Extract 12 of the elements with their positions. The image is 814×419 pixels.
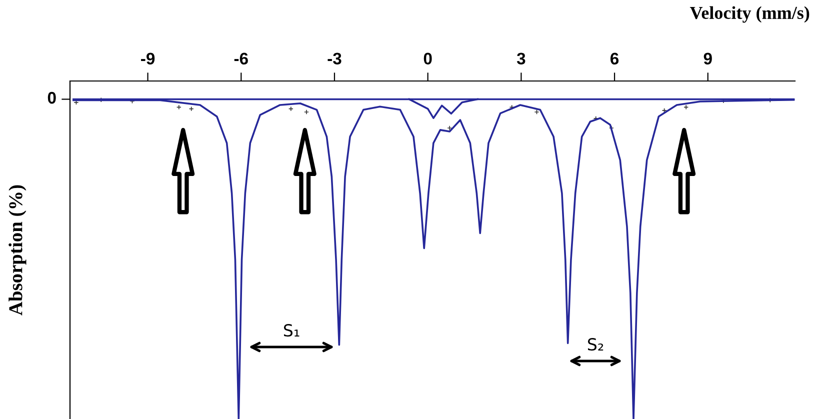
x-tick-label: 3 <box>516 52 526 65</box>
text: 0 <box>48 92 56 104</box>
x-tick-label: -6 <box>234 52 248 65</box>
x-tick-label: 0 <box>424 52 432 65</box>
x-tick-label: -9 <box>141 52 155 65</box>
x-tick-label: -3 <box>328 52 342 65</box>
y-axis-title: Absorption (%) <box>8 185 26 316</box>
x-tick-label: 9 <box>704 52 712 65</box>
x-tick-label: 6 <box>610 52 619 65</box>
annotation: S₁ <box>284 324 300 337</box>
annotation: S₂ <box>588 338 604 351</box>
x-axis-title: Velocity (mm/s) <box>690 6 810 23</box>
